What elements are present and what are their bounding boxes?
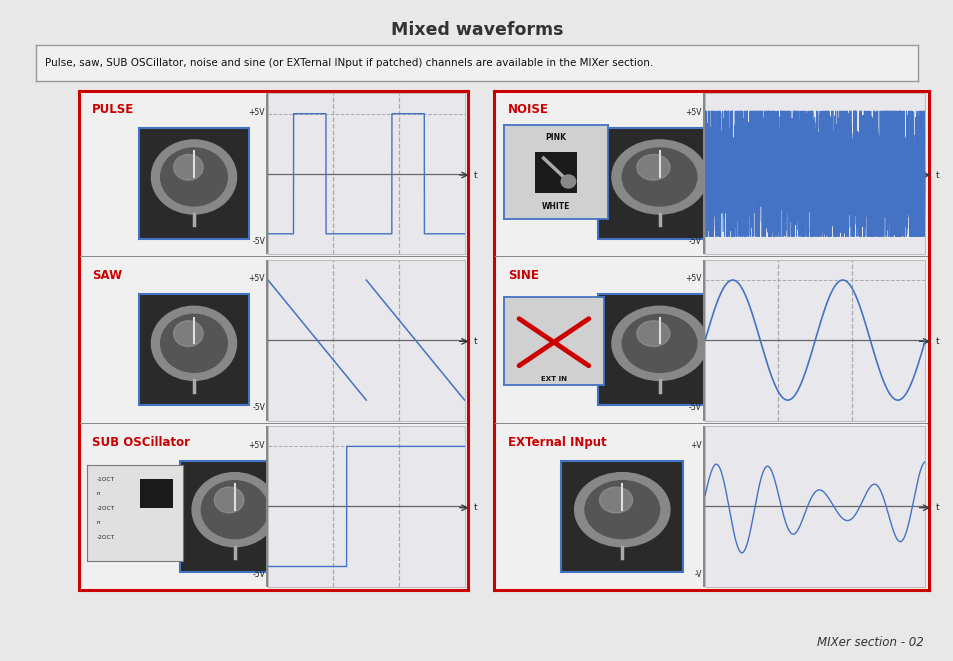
Circle shape (621, 148, 696, 206)
Circle shape (560, 175, 575, 188)
Text: -5V: -5V (252, 237, 265, 246)
Text: Mixed waveforms: Mixed waveforms (391, 21, 562, 39)
Text: ʌ: ʌ (656, 388, 661, 398)
Text: -5V: -5V (688, 237, 701, 246)
Text: ᴨ: ᴨ (96, 491, 99, 496)
FancyBboxPatch shape (180, 461, 289, 572)
Circle shape (152, 306, 236, 380)
Text: -2OCT: -2OCT (96, 506, 114, 510)
Text: SINE: SINE (508, 269, 538, 282)
FancyBboxPatch shape (598, 128, 720, 239)
Circle shape (160, 148, 227, 206)
Circle shape (636, 321, 669, 346)
Text: SAW: SAW (92, 269, 122, 282)
Text: PULSE: PULSE (92, 103, 134, 116)
Text: +5V: +5V (684, 108, 701, 117)
Circle shape (611, 306, 706, 380)
Circle shape (152, 140, 236, 214)
Text: t: t (935, 503, 939, 512)
Circle shape (214, 487, 244, 513)
Circle shape (611, 140, 706, 214)
Text: WHITE: WHITE (541, 202, 570, 212)
Circle shape (598, 487, 632, 513)
Text: EXT IN: EXT IN (609, 559, 635, 564)
Circle shape (636, 155, 669, 180)
FancyBboxPatch shape (560, 461, 682, 572)
Circle shape (574, 473, 669, 547)
Circle shape (173, 321, 203, 346)
Text: -V: -V (694, 570, 701, 578)
Text: EXTernal INput: EXTernal INput (508, 436, 606, 449)
Circle shape (621, 315, 696, 372)
Text: NOISE: NOISE (508, 103, 549, 116)
Circle shape (192, 473, 277, 547)
Text: SUB OSCillator: SUB OSCillator (92, 436, 190, 449)
Circle shape (584, 481, 659, 539)
Text: -1OCT: -1OCT (96, 477, 114, 482)
Text: ᴨ: ᴨ (96, 520, 99, 525)
FancyBboxPatch shape (139, 294, 249, 405)
Text: -5V: -5V (252, 403, 265, 412)
Circle shape (160, 315, 227, 372)
Text: t: t (474, 337, 477, 346)
Text: -2OCT: -2OCT (96, 535, 114, 539)
FancyBboxPatch shape (139, 128, 249, 239)
Text: +5V: +5V (684, 274, 701, 284)
Text: t: t (935, 337, 939, 346)
Bar (535, 151, 577, 192)
Circle shape (173, 155, 203, 180)
Text: +5V: +5V (248, 108, 265, 117)
FancyBboxPatch shape (598, 294, 720, 405)
Text: t: t (474, 171, 477, 180)
Bar (139, 479, 173, 508)
Text: t: t (474, 503, 477, 512)
Circle shape (201, 481, 268, 539)
Text: +V: +V (690, 441, 701, 449)
Text: +5V: +5V (248, 274, 265, 284)
Text: +5V: +5V (248, 441, 265, 449)
Text: t: t (935, 171, 939, 180)
Text: PINK: PINK (545, 133, 566, 142)
Text: -5V: -5V (252, 570, 265, 578)
Text: EXT IN: EXT IN (540, 375, 566, 381)
Text: SUB: SUB (226, 555, 243, 564)
Text: -5V: -5V (688, 403, 701, 412)
Text: Pulse, saw, SUB OSCillator, noise and sine (or EXTernal INput if patched) channe: Pulse, saw, SUB OSCillator, noise and si… (45, 58, 653, 68)
Text: MIXer section - 02: MIXer section - 02 (816, 636, 923, 649)
Text: NOISE: NOISE (645, 225, 669, 232)
